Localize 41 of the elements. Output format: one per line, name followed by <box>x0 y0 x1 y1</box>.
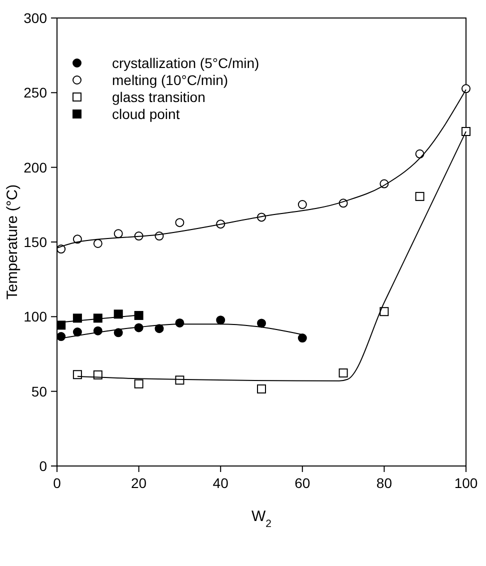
y-axis-title: Temperature (°C) <box>4 184 21 300</box>
y-tick-label: 200 <box>24 159 48 176</box>
point <box>380 307 389 316</box>
y-tick-label: 50 <box>31 383 48 400</box>
point <box>462 126 470 136</box>
point <box>462 84 470 94</box>
y-tick-label: 100 <box>24 308 48 325</box>
legend-label: glass transition <box>112 89 206 105</box>
legend-label: melting (10°C/min) <box>112 72 228 88</box>
x-axis-title: W$_{2}$ <box>251 508 272 530</box>
y-tick-label: 0 <box>39 458 48 474</box>
point <box>93 314 102 323</box>
point <box>298 200 307 210</box>
point <box>154 324 164 334</box>
x-tick-label: 80 <box>376 475 392 491</box>
point <box>56 320 66 330</box>
legend-label: crystallization (5°C/min) <box>112 55 260 71</box>
point <box>72 314 82 323</box>
x-tick-label: 20 <box>131 475 147 491</box>
point <box>72 328 82 337</box>
point <box>257 384 266 394</box>
x-tick-label: 40 <box>212 475 229 491</box>
point <box>415 192 424 201</box>
legend-label: cloud point <box>112 106 180 122</box>
point <box>114 229 123 238</box>
point <box>93 238 102 248</box>
point <box>216 316 226 325</box>
y-tick-label: 250 <box>24 84 48 101</box>
point <box>257 318 266 328</box>
point <box>114 310 123 319</box>
x-tick-label: 60 <box>294 475 310 491</box>
y-tick-label: 150 <box>24 234 48 250</box>
x-tick-label: 0 <box>53 475 62 491</box>
point <box>298 334 307 343</box>
point <box>338 368 348 378</box>
point <box>72 370 82 380</box>
point <box>134 310 144 320</box>
y-tick-label: 300 <box>24 10 48 26</box>
x-tick-label: 100 <box>454 475 478 491</box>
point <box>175 218 184 228</box>
point <box>134 379 144 388</box>
